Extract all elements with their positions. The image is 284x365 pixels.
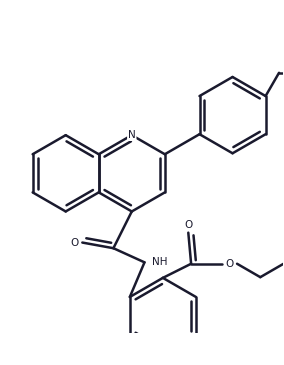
Text: O: O — [184, 220, 193, 230]
Text: NH: NH — [152, 257, 168, 267]
Text: O: O — [226, 259, 234, 269]
Text: O: O — [70, 238, 79, 247]
Text: N: N — [128, 130, 136, 140]
